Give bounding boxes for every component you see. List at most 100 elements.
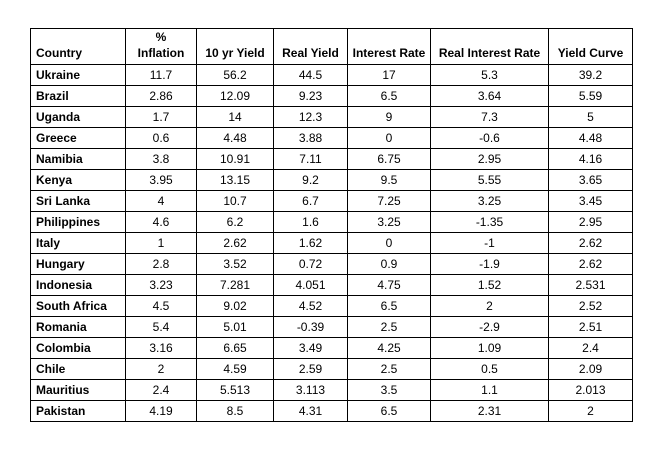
value-cell: 5.513	[196, 379, 274, 402]
value-cell: 2.52	[548, 295, 633, 318]
country-cell: Greece	[30, 127, 126, 150]
value-cell: 0	[347, 127, 431, 150]
value-cell: 9.02	[196, 295, 274, 318]
value-cell: 2.5	[347, 316, 431, 339]
country-cell: Philippines	[30, 211, 126, 234]
value-cell: 2.4	[125, 379, 197, 402]
value-cell: 3.25	[430, 190, 549, 213]
value-cell: 5.59	[548, 85, 633, 108]
country-rates-table-container: Country% Inflation 10 yr Yield Real Yield I…	[30, 27, 633, 423]
value-cell: 4.75	[347, 274, 431, 297]
value-cell: 0.6	[125, 127, 197, 150]
value-cell: 3.49	[273, 337, 348, 360]
value-cell: 2.62	[548, 232, 633, 255]
value-cell: 1.1	[430, 379, 549, 402]
table-row: Indonesia 3.23 7.281 4.051 4.75 1.52 2.531	[30, 274, 633, 297]
value-cell: 1.52	[430, 274, 549, 297]
value-cell: 4.16	[548, 148, 633, 171]
value-cell: 4.25	[347, 337, 431, 360]
value-cell: 6.5	[347, 400, 431, 423]
value-cell: 4.051	[273, 274, 348, 297]
country-cell: Pakistan	[30, 400, 126, 423]
country-rates-table: Country% Inflation 10 yr Yield Real Yield I…	[30, 27, 633, 423]
country-cell: Italy	[30, 232, 126, 255]
value-cell: 6.7	[273, 190, 348, 213]
value-cell: 3.45	[548, 190, 633, 213]
value-cell: 3.8	[125, 148, 197, 171]
value-cell: 3.52	[196, 253, 274, 276]
value-cell: 3.5	[347, 379, 431, 402]
column-header-yield-curve: Yield Curve	[548, 27, 633, 66]
value-cell: 2.86	[125, 85, 197, 108]
value-cell: 9.5	[347, 169, 431, 192]
value-cell: 12.3	[273, 106, 348, 129]
country-cell: Brazil	[30, 85, 126, 108]
value-cell: 5.3	[430, 64, 549, 87]
country-cell: Kenya	[30, 169, 126, 192]
table-row: Ukraine 11.7 56.2 44.5 17 5.3 39.2	[30, 64, 633, 87]
value-cell: -2.9	[430, 316, 549, 339]
value-cell: 0.72	[273, 253, 348, 276]
value-cell: 17	[347, 64, 431, 87]
value-cell: 6.5	[347, 85, 431, 108]
value-cell: 39.2	[548, 64, 633, 87]
value-cell: 2.51	[548, 316, 633, 339]
value-cell: 2.59	[273, 358, 348, 381]
value-cell: 5	[548, 106, 633, 129]
value-cell: 2.8	[125, 253, 197, 276]
value-cell: 4.6	[125, 211, 197, 234]
table-row: Brazil 2.86 12.09 9.23 6.5 3.64 5.59	[30, 85, 633, 108]
column-header-interest-rate: Interest Rate	[347, 27, 431, 66]
country-cell: Ukraine	[30, 64, 126, 87]
value-cell: 4	[125, 190, 197, 213]
value-cell: 10.7	[196, 190, 274, 213]
value-cell: 2.62	[196, 232, 274, 255]
value-cell: 1.7	[125, 106, 197, 129]
value-cell: 2.5	[347, 358, 431, 381]
value-cell: 4.5	[125, 295, 197, 318]
value-cell: 7.3	[430, 106, 549, 129]
value-cell: 2.4	[548, 337, 633, 360]
country-cell: Colombia	[30, 337, 126, 360]
table-row: Sri Lanka 4 10.7 6.7 7.25 3.25 3.45	[30, 190, 633, 213]
value-cell: 4.48	[548, 127, 633, 150]
column-header-10-yr-yield: 10 yr Yield	[196, 27, 274, 66]
table-row: Philippines 4.6 6.2 1.6 3.25 -1.35 2.95	[30, 211, 633, 234]
country-cell: South Africa	[30, 295, 126, 318]
value-cell: 0.9	[347, 253, 431, 276]
value-cell: -1.35	[430, 211, 549, 234]
value-cell: 4.31	[273, 400, 348, 423]
table-row: Namibia 3.8 10.91 7.11 6.75 2.95 4.16	[30, 148, 633, 171]
value-cell: 6.65	[196, 337, 274, 360]
value-cell: 1.09	[430, 337, 549, 360]
table-row: Pakistan 4.19 8.5 4.31 6.5 2.31 2	[30, 400, 633, 423]
value-cell: 6.5	[347, 295, 431, 318]
value-cell: -1.9	[430, 253, 549, 276]
country-cell: Romania	[30, 316, 126, 339]
value-cell: 4.59	[196, 358, 274, 381]
table-row: Mauritius 2.4 5.513 3.113 3.5 1.1 2.013	[30, 379, 633, 402]
value-cell: 3.88	[273, 127, 348, 150]
column-header-real-yield: Real Yield	[273, 27, 348, 66]
value-cell: 0.5	[430, 358, 549, 381]
country-cell: Uganda	[30, 106, 126, 129]
column-header-real-interest-rate: Real Interest Rate	[430, 27, 549, 66]
value-cell: 4.52	[273, 295, 348, 318]
value-cell: 14	[196, 106, 274, 129]
table-row: Colombia 3.16 6.65 3.49 4.25 1.09 2.4	[30, 337, 633, 360]
value-cell: 3.25	[347, 211, 431, 234]
value-cell: 2.95	[548, 211, 633, 234]
value-cell: 1	[125, 232, 197, 255]
table-row: Greece 0.6 4.48 3.88 0 -0.6 4.48	[30, 127, 633, 150]
value-cell: 3.95	[125, 169, 197, 192]
value-cell: 3.23	[125, 274, 197, 297]
value-cell: 2.31	[430, 400, 549, 423]
value-cell: 2.531	[548, 274, 633, 297]
value-cell: 6.2	[196, 211, 274, 234]
value-cell: 7.281	[196, 274, 274, 297]
value-cell: 9	[347, 106, 431, 129]
value-cell: 9.23	[273, 85, 348, 108]
value-cell: 6.75	[347, 148, 431, 171]
value-cell: 2.013	[548, 379, 633, 402]
value-cell: 5.4	[125, 316, 197, 339]
